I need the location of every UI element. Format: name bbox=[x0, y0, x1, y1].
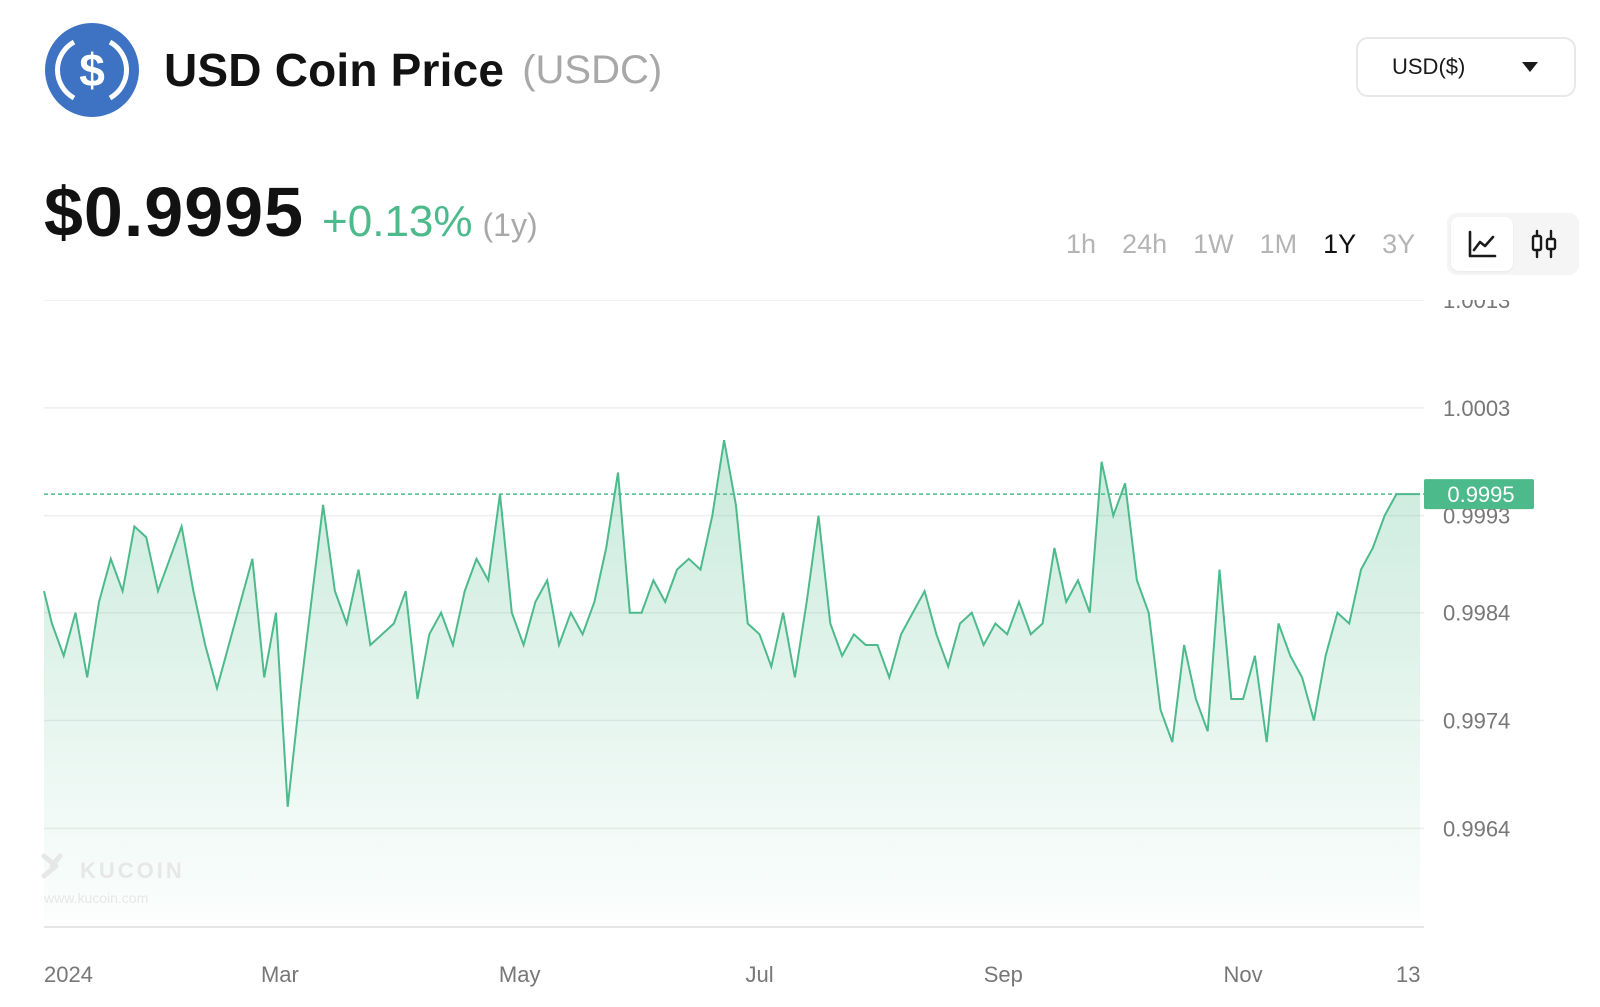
kucoin-watermark: KUCOIN www.kucoin.com bbox=[41, 853, 185, 906]
watermark-brand: KUCOIN bbox=[80, 858, 185, 883]
current-price-tag-label: 0.9995 bbox=[1447, 482, 1514, 507]
range-3y[interactable]: 3Y bbox=[1382, 229, 1416, 259]
caret-down-icon bbox=[1522, 62, 1538, 72]
watermark-url: www.kucoin.com bbox=[43, 890, 148, 906]
x-tick-label: Nov bbox=[1224, 962, 1263, 987]
range-24h[interactable]: 24h bbox=[1122, 229, 1168, 259]
y-tick-label: 0.9984 bbox=[1443, 601, 1510, 626]
candlestick-icon bbox=[1531, 229, 1557, 259]
y-tick-label: 1.0013 bbox=[1443, 300, 1510, 313]
chart-type-toggle bbox=[1447, 213, 1579, 275]
page-header: $ USD Coin Price (USDC) bbox=[44, 22, 662, 118]
current-price-tag-bg bbox=[1424, 479, 1534, 510]
x-tick-label: Mar bbox=[261, 962, 299, 987]
range-1h[interactable]: 1h bbox=[1066, 229, 1097, 259]
price-change-percent: +0.13% bbox=[322, 197, 473, 246]
page-title: USD Coin Price bbox=[164, 44, 505, 96]
currency-selected-value: USD($) bbox=[1392, 54, 1466, 79]
x-tick-label: Sep bbox=[984, 962, 1023, 987]
price-series-line bbox=[43, 440, 1420, 807]
range-1m[interactable]: 1M bbox=[1259, 229, 1298, 259]
usdc-logo-icon: $ bbox=[45, 23, 139, 117]
price-change-period: (1y) bbox=[482, 207, 538, 243]
y-tick-label: 0.9964 bbox=[1443, 816, 1510, 841]
range-1w[interactable]: 1W bbox=[1193, 229, 1234, 259]
candlestick-chart-button[interactable] bbox=[1513, 217, 1575, 271]
coin-ticker: (USDC) bbox=[522, 47, 663, 92]
x-tick-label: Jul bbox=[745, 962, 773, 987]
time-range-selector: 1h 24h 1W 1M 1Y 3Y bbox=[1066, 229, 1441, 260]
y-tick-label: 1.0003 bbox=[1443, 396, 1510, 421]
line-chart-icon bbox=[1468, 230, 1497, 258]
current-price-tag: 0.9995 bbox=[1424, 479, 1534, 510]
x-axis-labels: 2024 Mar May Jul Sep Nov 13 bbox=[44, 962, 1420, 987]
price-summary: $0.9995 +0.13% (1y) bbox=[44, 172, 538, 252]
range-1y[interactable]: 1Y bbox=[1323, 229, 1357, 259]
x-tick-label: 13 bbox=[1396, 962, 1420, 987]
kucoin-logo-icon bbox=[41, 853, 63, 879]
x-tick-label: May bbox=[499, 962, 541, 987]
currency-dropdown[interactable]: USD($) bbox=[1356, 37, 1576, 97]
price-area-fill bbox=[44, 440, 1420, 920]
svg-text:$: $ bbox=[79, 44, 105, 96]
line-chart-button[interactable] bbox=[1451, 217, 1513, 271]
x-tick-label: 2024 bbox=[44, 962, 93, 987]
current-price: $0.9995 bbox=[44, 173, 305, 251]
y-tick-label: 0.9974 bbox=[1443, 709, 1510, 734]
